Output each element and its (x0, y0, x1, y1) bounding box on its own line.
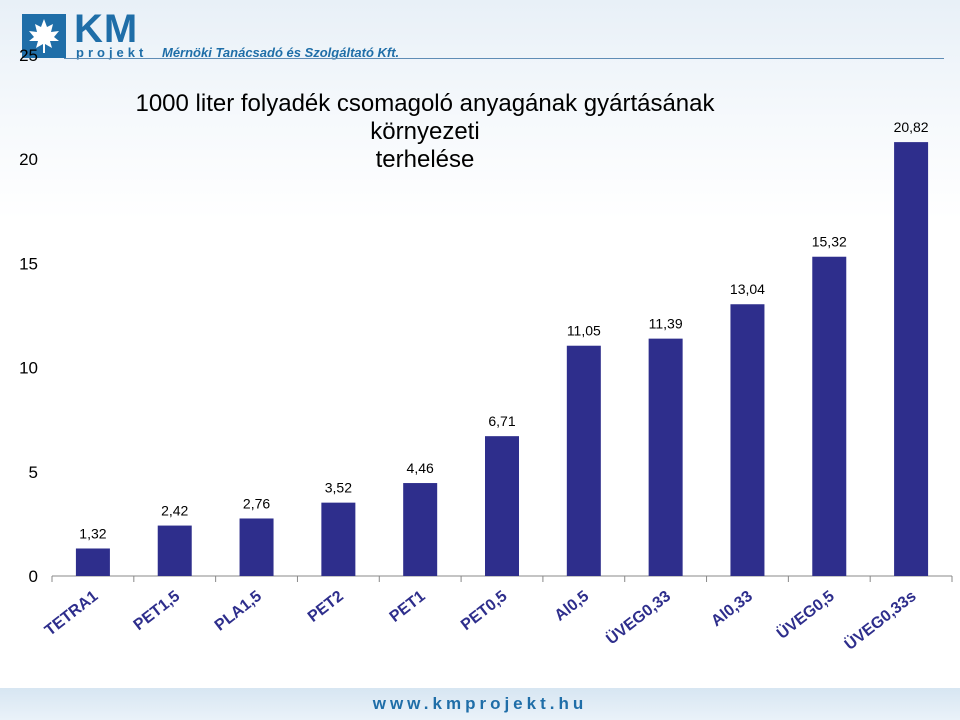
y-tick-label: 20 (19, 150, 38, 169)
bar-value-label: 2,42 (161, 503, 188, 519)
footer-bar: www.kmprojekt.hu (0, 688, 960, 720)
bar-value-label: 3,52 (325, 480, 352, 496)
bar (485, 436, 519, 576)
bar (403, 483, 438, 576)
logo-tagline: Mérnöki Tanácsadó és Szolgáltató Kft. (162, 45, 400, 60)
bar (894, 142, 929, 576)
bar-value-label: 1,32 (79, 525, 106, 541)
bar (157, 525, 192, 576)
logo-brand: KM (74, 7, 139, 51)
bar-value-label: 13,04 (730, 281, 765, 297)
logo-subbrand: projekt (76, 45, 148, 60)
chart-title: 1000 liter folyadék csomagoló anyagának … (100, 90, 750, 174)
header-divider (64, 58, 944, 59)
bar (566, 345, 601, 576)
bar (321, 502, 356, 576)
footer-url[interactable]: www.kmprojekt.hu (372, 694, 588, 713)
bar (812, 256, 847, 576)
company-logo: KM projekt Mérnöki Tanácsadó és Szolgált… (22, 7, 399, 60)
x-tick-label: ÜVEG0,5 (773, 586, 838, 643)
x-tick-label: Al0,5 (552, 588, 593, 625)
bar (730, 304, 765, 576)
bar-value-label: 4,46 (407, 460, 434, 476)
x-tick-label: ÜVEG0,33s (841, 586, 920, 654)
bar (75, 548, 110, 576)
bar-value-label: 2,76 (243, 495, 270, 511)
bar-value-label: 11,05 (567, 323, 601, 339)
y-tick-label: 10 (19, 359, 38, 378)
bar (239, 518, 274, 576)
y-tick-label: 25 (19, 46, 38, 65)
bar (648, 338, 683, 576)
chart-title-line-1: 1000 liter folyadék csomagoló anyagának … (135, 90, 715, 145)
x-tick-label: PET2 (305, 588, 347, 626)
x-tick-label: TETRA1 (42, 588, 102, 640)
bar-value-label: 6,71 (488, 413, 515, 429)
x-tick-label: PET1,5 (131, 588, 184, 634)
x-tick-label: ÜVEG0,33 (602, 586, 674, 648)
y-tick-label: 15 (19, 254, 38, 273)
x-tick-label: PLA1,5 (212, 588, 265, 635)
maple-leaf-icon (22, 14, 66, 58)
y-tick-label: 0 (29, 567, 38, 586)
x-tick-label: PET1 (387, 588, 429, 626)
bar-value-label: 20,82 (894, 119, 929, 135)
x-tick-label: Al0,33 (708, 588, 756, 630)
bar-value-label: 11,39 (649, 316, 683, 332)
y-tick-label: 5 (29, 463, 38, 482)
x-tick-label: PET0,5 (458, 588, 511, 634)
chart-title-line-2: terhelése (375, 146, 475, 173)
bar-value-label: 15,32 (812, 234, 847, 250)
